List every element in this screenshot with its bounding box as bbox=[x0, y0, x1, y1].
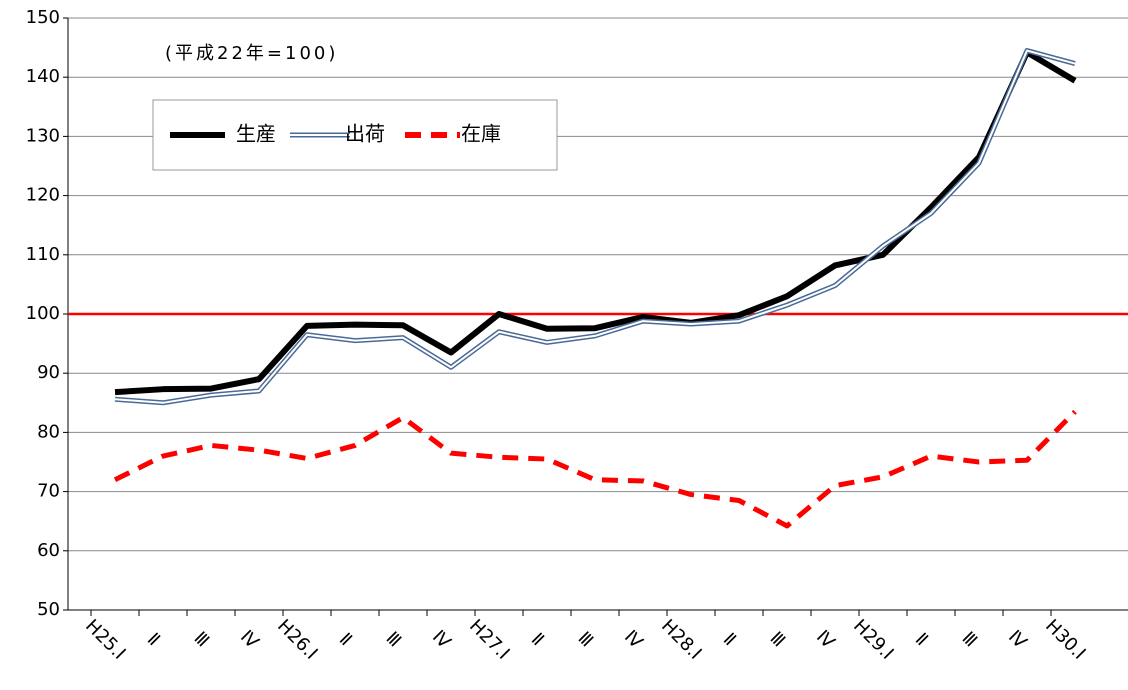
x-tick-label: H26.Ⅰ bbox=[273, 615, 321, 663]
y-tick-label: 70 bbox=[37, 481, 60, 502]
y-tick-label: 110 bbox=[26, 244, 60, 265]
legend-label: 在庫 bbox=[461, 122, 501, 146]
x-tick-label: Ⅳ bbox=[812, 626, 839, 653]
y-tick-label: 90 bbox=[37, 362, 60, 383]
x-tick-label: Ⅲ bbox=[574, 628, 598, 652]
x-tick-label: Ⅱ bbox=[335, 629, 356, 650]
x-tick-label: Ⅱ bbox=[143, 629, 164, 650]
x-tick-label: H27.Ⅰ bbox=[465, 615, 513, 663]
x-tick-label: Ⅳ bbox=[236, 626, 263, 653]
x-tick-label: Ⅳ bbox=[620, 626, 647, 653]
annotation: (平成22年=100) bbox=[165, 43, 338, 64]
legend-label: 生産 bbox=[236, 122, 276, 146]
y-tick-label: 150 bbox=[26, 7, 60, 28]
y-tick-label: 80 bbox=[37, 421, 60, 442]
x-tick-label: H28.Ⅰ bbox=[657, 615, 705, 663]
y-tick-label: 130 bbox=[26, 125, 60, 146]
y-tick-label: 120 bbox=[26, 185, 60, 206]
x-tick-label: Ⅲ bbox=[190, 628, 214, 652]
x-tick-label: Ⅲ bbox=[382, 628, 406, 652]
x-tick-label: Ⅳ bbox=[1004, 626, 1031, 653]
x-tick-label: H29.Ⅰ bbox=[849, 615, 897, 663]
x-tick-label: Ⅱ bbox=[719, 629, 740, 650]
x-tick-label: Ⅲ bbox=[766, 628, 790, 652]
series-line bbox=[113, 409, 1077, 529]
x-tick-label: Ⅱ bbox=[911, 629, 932, 650]
x-tick-label: Ⅳ bbox=[428, 626, 455, 653]
y-tick-label: 50 bbox=[37, 599, 60, 620]
x-tick-label: H30.Ⅰ bbox=[1041, 615, 1089, 663]
series-line-inner bbox=[114, 49, 1076, 404]
y-tick-label: 60 bbox=[37, 540, 60, 561]
y-tick-label: 100 bbox=[26, 303, 60, 324]
x-tick-label: H25.Ⅰ bbox=[81, 615, 129, 663]
x-tick-label: Ⅲ bbox=[958, 628, 982, 652]
x-tick-label: Ⅱ bbox=[527, 629, 548, 650]
legend-label: 出荷 bbox=[345, 122, 385, 146]
y-tick-label: 140 bbox=[26, 66, 60, 87]
